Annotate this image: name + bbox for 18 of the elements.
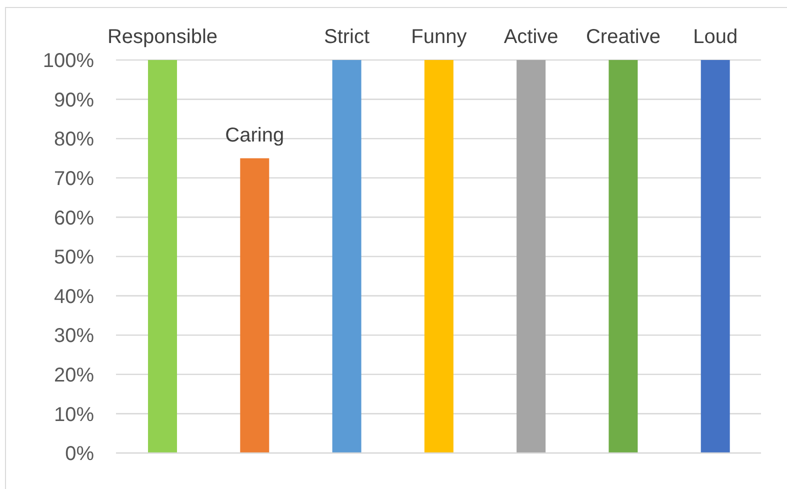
y-tick-label: 100% bbox=[42, 50, 94, 72]
x-tick-label: Strict bbox=[324, 26, 370, 48]
x-tick-label: Active bbox=[504, 26, 558, 48]
x-tick-label: Loud bbox=[693, 26, 738, 48]
y-tick-label: 30% bbox=[54, 325, 94, 348]
y-tick-label: 40% bbox=[54, 286, 94, 308]
x-tick-label: Caring bbox=[225, 124, 284, 146]
y-tick-label: 60% bbox=[54, 207, 94, 230]
y-tick-label: 80% bbox=[54, 128, 94, 151]
y-tick-label: 50% bbox=[54, 246, 94, 269]
x-tick-label: Responsible bbox=[107, 26, 218, 48]
y-tick-label: 70% bbox=[54, 168, 94, 190]
y-tick-label: 0% bbox=[65, 443, 94, 466]
y-tick-label: 90% bbox=[54, 89, 94, 112]
y-tick-label: 20% bbox=[54, 364, 94, 386]
y-tick-label: 10% bbox=[54, 404, 94, 426]
x-tick-label: Creative bbox=[586, 26, 660, 48]
x-tick-label: Funny bbox=[411, 26, 467, 48]
